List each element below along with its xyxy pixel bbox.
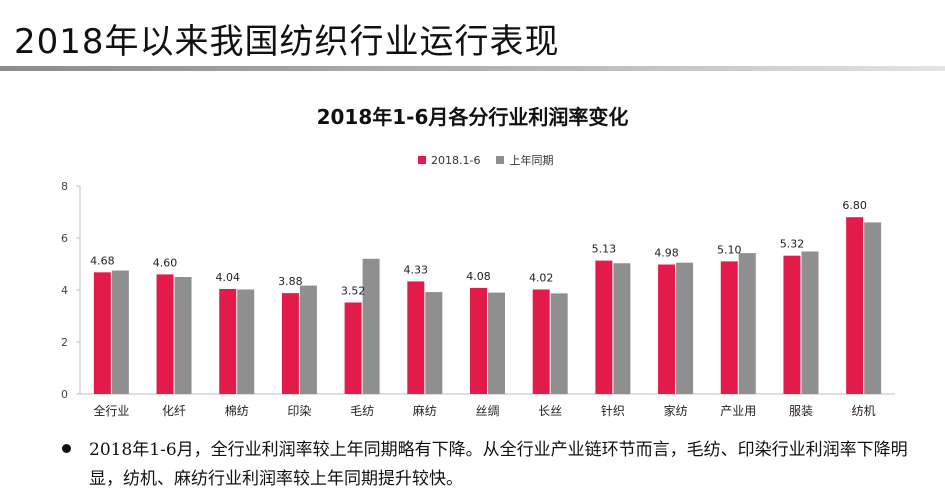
bar-current [407,281,425,394]
bar-current [720,261,738,394]
x-category-label: 家纺 [664,403,688,418]
bar-previous [801,251,819,394]
data-label: 4.33 [404,263,429,276]
x-category-label: 服装 [789,404,813,418]
y-tick-label: 0 [61,388,68,401]
bar-previous [676,262,694,394]
data-label: 6.80 [842,199,867,212]
data-label: 4.02 [529,271,554,284]
bar-current [93,272,111,394]
bar-previous [362,258,380,394]
y-tick-label: 6 [61,232,68,245]
bar-current [470,287,487,394]
title-divider [0,66,945,71]
bullet-dot-icon [62,444,71,453]
data-label: 5.32 [780,238,805,251]
x-category-label: 麻纺 [413,403,437,418]
x-category-label: 长丝 [538,404,562,418]
legend-item-previous: 上年同期 [496,152,553,168]
bar-current [783,255,801,394]
bar-previous [738,253,756,394]
bar-current [595,260,613,394]
x-category-label: 针织 [601,403,625,418]
chart-legend: 2018.1-6 上年同期 [418,152,563,168]
bullet-text: 2018年1-6月，全行业利润率较上年同期略有下降。从全行业产业链环节而言，毛纺… [89,440,908,489]
data-label: 4.98 [654,247,679,260]
x-category-label: 产业用 [720,404,756,418]
bar-previous [111,270,129,394]
bar-previous [425,292,443,394]
legend-swatch-current [418,156,426,164]
data-label: 4.68 [90,254,115,267]
y-tick-label: 2 [61,336,68,349]
bar-previous [299,285,317,394]
bar-previous [613,263,631,394]
bar-previous [488,292,505,394]
legend-item-current: 2018.1-6 [418,154,480,167]
bar-current [532,289,550,394]
data-label: 5.13 [592,243,617,256]
bar-current [219,288,237,394]
chart-title: 2018年1-6月各分行业利润率变化 [316,105,629,129]
bar-current [658,264,676,394]
x-category-label: 印染 [287,403,311,418]
data-label: 3.88 [278,275,303,288]
data-label: 5.10 [717,243,742,256]
bar-current [281,293,299,394]
bar-previous [174,277,192,394]
y-tick-label: 4 [61,284,68,297]
legend-label-current: 2018.1-6 [431,153,481,167]
bar-current [156,274,174,394]
legend-label-previous: 上年同期 [509,154,554,167]
bar-current [846,217,864,394]
bar-previous [864,222,882,394]
x-category-label: 化纤 [162,404,186,418]
data-label: 3.52 [341,284,366,297]
x-category-label: 毛纺 [350,404,374,418]
bar-previous [550,293,568,394]
x-category-label: 纺机 [852,404,876,418]
y-tick-label: 8 [61,180,68,193]
legend-swatch-previous [496,156,505,164]
data-label: 4.60 [153,256,178,269]
data-label: 4.08 [466,270,491,283]
bar-current [344,302,362,394]
x-category-label: 丝绸 [475,404,499,418]
bullet-point: 2018年1-6月，全行业利润率较上年同期略有下降。从全行业产业链环节而言，毛纺… [62,436,922,494]
bar-previous [237,289,255,394]
slide-title: 2018年以来我国纺织行业运行表现 [14,22,560,62]
data-label: 4.04 [215,271,240,284]
x-category-label: 全行业 [93,403,129,418]
x-category-label: 棉纺 [225,404,249,418]
